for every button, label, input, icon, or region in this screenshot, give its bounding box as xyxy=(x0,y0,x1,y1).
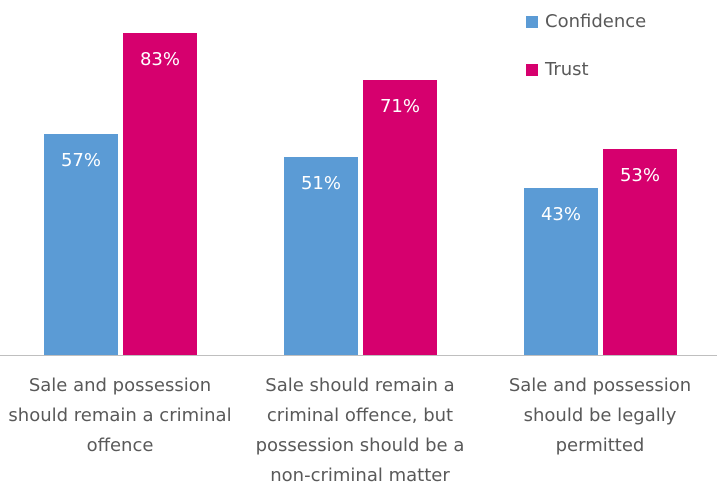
legend-swatch xyxy=(526,16,538,28)
value-label: 51% xyxy=(300,173,341,195)
axis-line xyxy=(0,355,717,356)
category-label: Sale and possession should be legally pe… xyxy=(508,375,692,456)
legend-label: Confidence xyxy=(545,11,647,32)
bar xyxy=(524,188,598,355)
legend-swatch xyxy=(526,64,538,76)
bar xyxy=(284,157,358,355)
legend-label: Trust xyxy=(545,59,589,80)
value-label: 53% xyxy=(619,165,660,187)
value-label: 57% xyxy=(60,149,101,171)
category-label: Sale should remain a criminal offence, b… xyxy=(255,375,465,486)
value-label: 43% xyxy=(540,204,581,226)
category-label: Sale and possession should remain a crim… xyxy=(8,375,232,456)
bar xyxy=(44,133,118,355)
bar xyxy=(603,149,677,355)
bar xyxy=(123,32,197,355)
value-label: 83% xyxy=(139,48,180,70)
bar xyxy=(363,79,437,355)
value-label: 71% xyxy=(379,95,420,117)
